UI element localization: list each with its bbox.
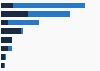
Bar (8, 20, 39, 25)
Bar (1, 20, 8, 25)
Bar (1, 28, 20, 34)
Bar (28, 11, 70, 17)
Bar (1, 46, 8, 51)
Bar (20, 28, 23, 34)
Bar (8, 46, 12, 51)
Bar (1, 54, 4, 60)
Bar (1, 11, 28, 17)
Bar (1, 63, 4, 68)
Bar (1, 37, 12, 43)
Bar (4, 54, 6, 60)
Bar (12, 3, 85, 8)
Bar (1, 3, 12, 8)
